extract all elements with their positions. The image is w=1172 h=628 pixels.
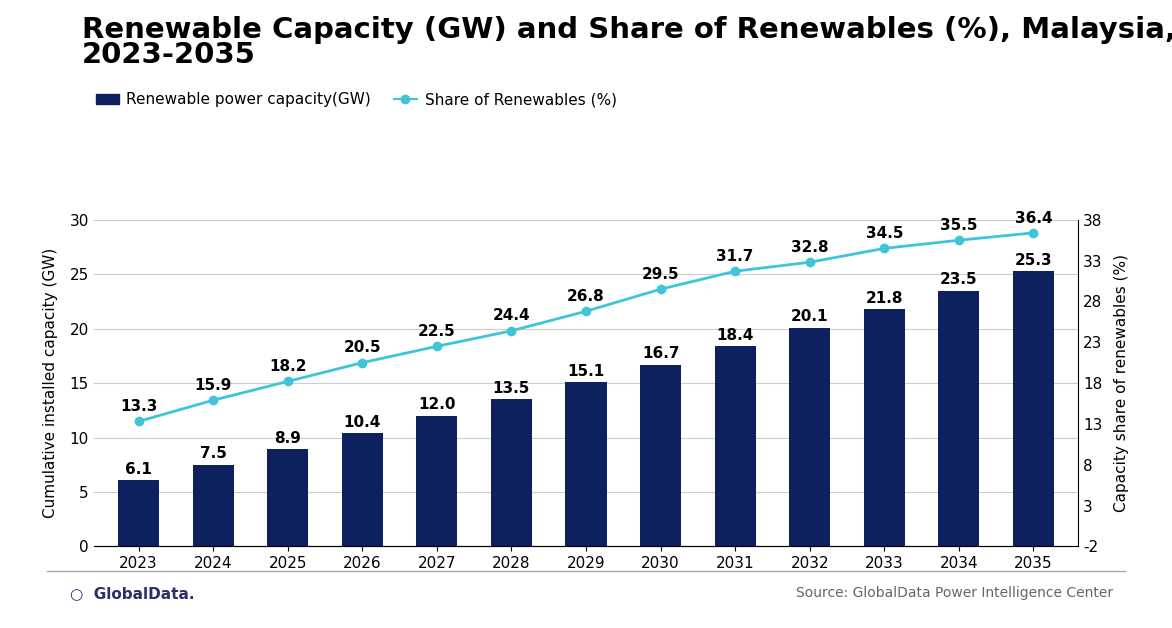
Bar [342,433,383,546]
Text: 10.4: 10.4 [343,415,381,430]
Text: 36.4: 36.4 [1015,210,1052,225]
Text: 23.5: 23.5 [940,273,977,287]
Text: 22.5: 22.5 [418,324,456,339]
Text: Renewable Capacity (GW) and Share of Renewables (%), Malaysia,: Renewable Capacity (GW) and Share of Ren… [82,16,1172,44]
Text: 35.5: 35.5 [940,218,977,233]
Bar [715,346,756,546]
Text: 12.0: 12.0 [418,398,456,413]
Bar [789,328,830,546]
Text: 8.9: 8.9 [274,431,301,447]
Text: 18.4: 18.4 [716,328,754,343]
Text: 24.4: 24.4 [492,308,530,323]
Text: 2023-2035: 2023-2035 [82,41,255,69]
Text: 7.5: 7.5 [199,447,226,462]
Text: 32.8: 32.8 [791,240,829,255]
Bar [416,416,457,546]
Text: 6.1: 6.1 [125,462,152,477]
Y-axis label: Capacity share of renewables (%): Capacity share of renewables (%) [1113,254,1129,512]
Bar [640,365,681,546]
Bar [939,291,980,546]
Bar [491,399,532,546]
Text: 15.9: 15.9 [195,378,232,393]
Legend: Renewable power capacity(GW), Share of Renewables (%): Renewable power capacity(GW), Share of R… [90,86,622,114]
Text: 16.7: 16.7 [642,346,680,361]
Y-axis label: Cumulative installed capacity (GW): Cumulative installed capacity (GW) [43,248,59,518]
Bar [118,480,159,546]
Bar [566,382,607,546]
Bar [1013,271,1054,546]
Bar [192,465,233,546]
Text: Source: GlobalData Power Intelligence Center: Source: GlobalData Power Intelligence Ce… [796,587,1113,600]
Text: 29.5: 29.5 [642,267,680,282]
Text: 25.3: 25.3 [1015,252,1052,268]
Bar [267,450,308,546]
Text: 31.7: 31.7 [716,249,754,264]
Text: 26.8: 26.8 [567,289,605,304]
Text: 18.2: 18.2 [268,359,306,374]
Bar [864,309,905,546]
Text: ○  GlobalData.: ○ GlobalData. [70,586,195,601]
Text: 21.8: 21.8 [866,291,904,306]
Text: 20.1: 20.1 [791,310,829,324]
Text: 15.1: 15.1 [567,364,605,379]
Text: 34.5: 34.5 [866,226,904,241]
Text: 20.5: 20.5 [343,340,381,355]
Text: 13.3: 13.3 [120,399,157,414]
Text: 13.5: 13.5 [492,381,530,396]
